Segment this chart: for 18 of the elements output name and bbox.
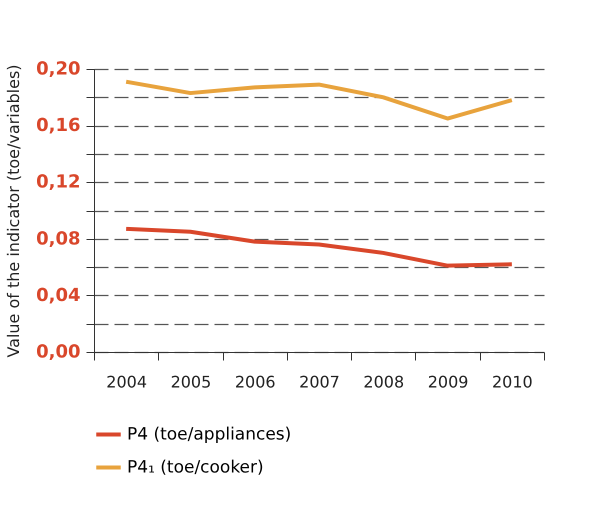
- x-tick-label: 2009: [428, 372, 468, 392]
- y-tick-label: 0,00: [36, 342, 80, 362]
- y-tick-label: 0,12: [36, 172, 80, 193]
- legend-label: P4₁ (toe/cooker): [127, 458, 264, 478]
- x-tick-label: 2007: [299, 372, 340, 392]
- y-tick-label: 0,20: [36, 58, 80, 80]
- x-tick-label: 2005: [170, 372, 212, 392]
- y-axis-title: Value of the indicator (toe/variables): [4, 64, 24, 358]
- x-tick-label: 2004: [106, 372, 147, 392]
- x-tick-label: 2010: [492, 372, 533, 392]
- y-tick-label: 0,04: [36, 284, 80, 306]
- legend-label: P4 (toe/appliances): [127, 424, 292, 444]
- line-series: [124, 80, 514, 121]
- y-tick-label: 0,16: [36, 115, 80, 136]
- line-series: [124, 226, 514, 268]
- x-tick-label: 2006: [234, 372, 276, 392]
- y-tick-label: 0,08: [36, 228, 80, 250]
- x-tick-label: 2008: [363, 372, 404, 392]
